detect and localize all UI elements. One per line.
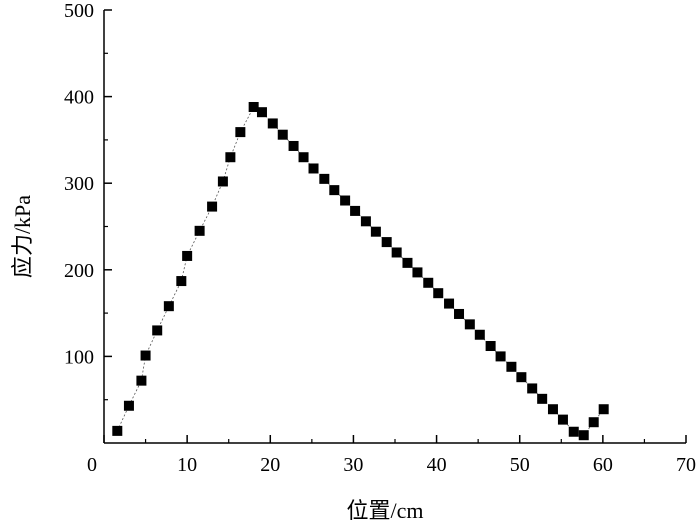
axes: 0 10 20 30 40 50 60 70 100 200 300 400 500 bbox=[64, 0, 696, 476]
x-tick-label: 50 bbox=[510, 454, 530, 476]
data-point bbox=[527, 383, 538, 394]
data-point bbox=[598, 404, 609, 415]
data-point bbox=[256, 107, 267, 118]
data-point bbox=[485, 341, 496, 352]
data-point bbox=[433, 288, 444, 299]
x-tick-label: 70 bbox=[676, 454, 696, 476]
data-point bbox=[588, 417, 599, 428]
data-point bbox=[176, 276, 187, 287]
data-point bbox=[308, 163, 319, 174]
data-point bbox=[381, 237, 392, 248]
data-point bbox=[123, 400, 134, 411]
y-tick-label: 400 bbox=[64, 87, 94, 109]
data-point bbox=[423, 277, 434, 288]
data-point bbox=[140, 350, 151, 361]
data-point bbox=[557, 414, 568, 425]
data-point bbox=[370, 226, 381, 237]
x-axis-label: 位置/cm bbox=[347, 498, 424, 523]
x-tick-label: 60 bbox=[593, 454, 613, 476]
x-tick-label: 30 bbox=[343, 454, 363, 476]
y-tick-label: 300 bbox=[64, 173, 94, 195]
y-tick-label: 200 bbox=[64, 260, 94, 282]
x-tick-label: 10 bbox=[177, 454, 197, 476]
data-point bbox=[217, 176, 228, 187]
data-point bbox=[277, 129, 288, 140]
data-points bbox=[112, 101, 609, 441]
data-point bbox=[267, 118, 278, 129]
data-point bbox=[225, 152, 236, 163]
data-point bbox=[516, 372, 527, 383]
data-point bbox=[288, 140, 299, 151]
data-point bbox=[163, 301, 174, 312]
data-point bbox=[506, 361, 517, 372]
data-point bbox=[319, 173, 330, 184]
data-point bbox=[360, 216, 371, 227]
data-point bbox=[578, 430, 589, 441]
data-point bbox=[412, 267, 423, 278]
data-point bbox=[235, 127, 246, 138]
data-point bbox=[340, 195, 351, 206]
x-tick-label: 20 bbox=[260, 454, 280, 476]
y-axis-label: 应力/kPa bbox=[10, 195, 35, 278]
data-point bbox=[248, 101, 259, 112]
data-point bbox=[402, 257, 413, 268]
data-point bbox=[350, 205, 361, 216]
y-tick-label: 500 bbox=[64, 0, 94, 22]
data-point bbox=[391, 247, 402, 258]
data-point bbox=[136, 375, 147, 386]
x-tick-label: 40 bbox=[427, 454, 447, 476]
data-point bbox=[298, 152, 309, 163]
data-point bbox=[194, 225, 205, 236]
data-point bbox=[464, 319, 475, 330]
data-point bbox=[112, 425, 123, 436]
y-tick-label: 100 bbox=[64, 346, 94, 368]
x-tick-label: 0 bbox=[87, 454, 97, 476]
data-point bbox=[152, 325, 163, 336]
data-point bbox=[182, 250, 193, 261]
data-point bbox=[547, 404, 558, 415]
data-point bbox=[537, 393, 548, 404]
data-point bbox=[329, 185, 340, 196]
data-point bbox=[454, 308, 465, 319]
data-point bbox=[474, 329, 485, 340]
data-point bbox=[568, 426, 579, 437]
data-point bbox=[207, 201, 218, 212]
data-point bbox=[444, 298, 455, 309]
data-point bbox=[495, 351, 506, 362]
